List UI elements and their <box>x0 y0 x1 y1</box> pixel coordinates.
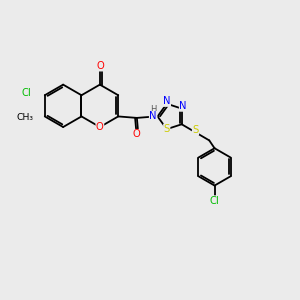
Text: S: S <box>164 124 170 134</box>
Text: Cl: Cl <box>22 88 32 98</box>
Text: N: N <box>179 101 187 111</box>
Text: CH₃: CH₃ <box>17 113 34 122</box>
Text: N: N <box>149 111 157 122</box>
Text: Cl: Cl <box>210 196 219 206</box>
Text: N: N <box>163 96 170 106</box>
Text: S: S <box>192 125 199 135</box>
Text: H: H <box>150 106 156 115</box>
Text: O: O <box>96 122 104 132</box>
Text: O: O <box>133 129 141 140</box>
Text: O: O <box>97 61 104 71</box>
